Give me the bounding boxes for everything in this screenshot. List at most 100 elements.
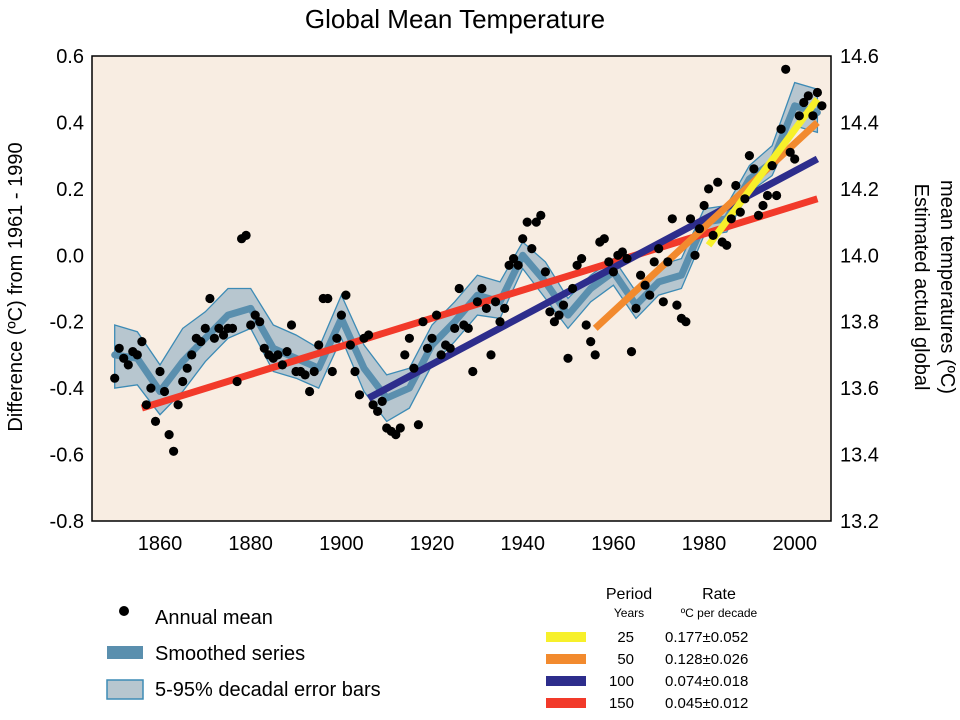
data-point [477, 283, 487, 294]
y-tick-label: 0.2 [56, 179, 84, 201]
trend-line-25 [705, 97, 821, 248]
data-point [812, 87, 823, 98]
data-point [132, 350, 142, 360]
data-point [508, 254, 519, 264]
data-point [227, 323, 238, 333]
data-point [432, 310, 442, 320]
legend-smoothed-swatch [107, 646, 143, 659]
data-point [205, 293, 215, 304]
rate-table: Period Years Rate ºC per decade [606, 586, 758, 620]
data-point [305, 386, 315, 397]
y2-tick-label: 14.0 [840, 245, 879, 267]
data-point [685, 214, 696, 224]
x-tick-label: 1900 [319, 533, 364, 555]
y-tick-label: -0.4 [50, 378, 84, 400]
rate-table-rate-sub: ºC per decade [681, 606, 758, 620]
data-point [690, 250, 700, 260]
y-tick-label: 0.4 [56, 112, 84, 134]
data-point [645, 290, 655, 300]
data-point [785, 147, 795, 157]
data-point [400, 350, 410, 360]
legend: Annual mean Smoothed series 5-95% decada… [106, 606, 381, 701]
data-point [169, 446, 179, 456]
data-point [735, 207, 745, 217]
data-point [586, 337, 596, 347]
data-point [781, 64, 791, 74]
data-point [772, 190, 782, 201]
data-point [731, 180, 741, 191]
data-point [667, 214, 677, 224]
trend-line-50 [592, 119, 820, 331]
data-point [454, 283, 464, 294]
rate-swatch-150 [546, 698, 586, 708]
data-point [663, 257, 673, 267]
y2-tick-label: 14.4 [840, 112, 879, 134]
y-tick-label: -0.2 [50, 312, 84, 334]
data-point [608, 267, 619, 277]
y2-tick-label: 13.4 [840, 445, 879, 467]
data-point [354, 390, 365, 400]
data-point [336, 310, 346, 320]
rate-period-50: 50 [617, 651, 634, 668]
y2-axis-label-line1: Estimated actual global [910, 184, 932, 391]
data-point [413, 420, 423, 430]
data-point [758, 200, 768, 211]
data-point [599, 234, 609, 244]
data-point [744, 151, 755, 161]
data-point [817, 101, 827, 111]
rate-value-25: 0.177±0.052 [665, 629, 748, 646]
data-point [246, 320, 256, 330]
data-point [672, 300, 682, 310]
data-point [409, 363, 419, 373]
data-point [495, 317, 505, 327]
y-axis-label: Difference (ºC) from 1961 - 1990 [5, 142, 27, 431]
rate-table-period-sub: Years [614, 606, 644, 620]
rate-period-25: 25 [617, 629, 634, 646]
data-point [622, 254, 632, 264]
data-point [300, 370, 310, 380]
chart-title: Global Mean Temperature [305, 4, 605, 34]
rate-swatch-50 [546, 654, 586, 664]
x-tick-label: 2000 [772, 533, 817, 555]
data-point [581, 320, 591, 330]
rate-period-100: 100 [609, 673, 634, 690]
data-point [323, 293, 333, 304]
data-point [504, 260, 514, 270]
data-point [726, 214, 736, 224]
data-point [182, 363, 192, 373]
data-point [808, 111, 818, 121]
data-point [332, 333, 342, 343]
data-point [531, 217, 541, 227]
data-point [327, 366, 337, 377]
data-point [282, 347, 292, 357]
data-point [554, 310, 564, 320]
data-point [704, 184, 714, 194]
data-point [214, 323, 224, 333]
data-point [273, 350, 283, 360]
data-point [178, 376, 188, 387]
data-point [141, 400, 151, 410]
data-point [749, 164, 759, 174]
data-point [159, 386, 170, 397]
y-tick-label: 0.0 [56, 245, 84, 267]
rate-period-150: 150 [609, 695, 634, 712]
x-tick-label: 1880 [228, 533, 273, 555]
legend-error-swatch [106, 679, 144, 700]
data-point [713, 177, 723, 187]
data-point [649, 257, 659, 267]
data-point [155, 366, 165, 377]
data-point [803, 91, 813, 101]
data-point [522, 217, 532, 227]
data-point [110, 373, 120, 383]
data-point [572, 260, 582, 270]
data-point [558, 300, 569, 310]
data-point [794, 111, 804, 121]
y2-tick-label: 14.6 [840, 46, 879, 68]
y2-tick-label: 13.6 [840, 378, 879, 400]
data-point [631, 303, 641, 313]
data-point [255, 317, 265, 327]
data-point [577, 254, 587, 264]
data-point [259, 343, 269, 353]
data-point [200, 323, 210, 333]
